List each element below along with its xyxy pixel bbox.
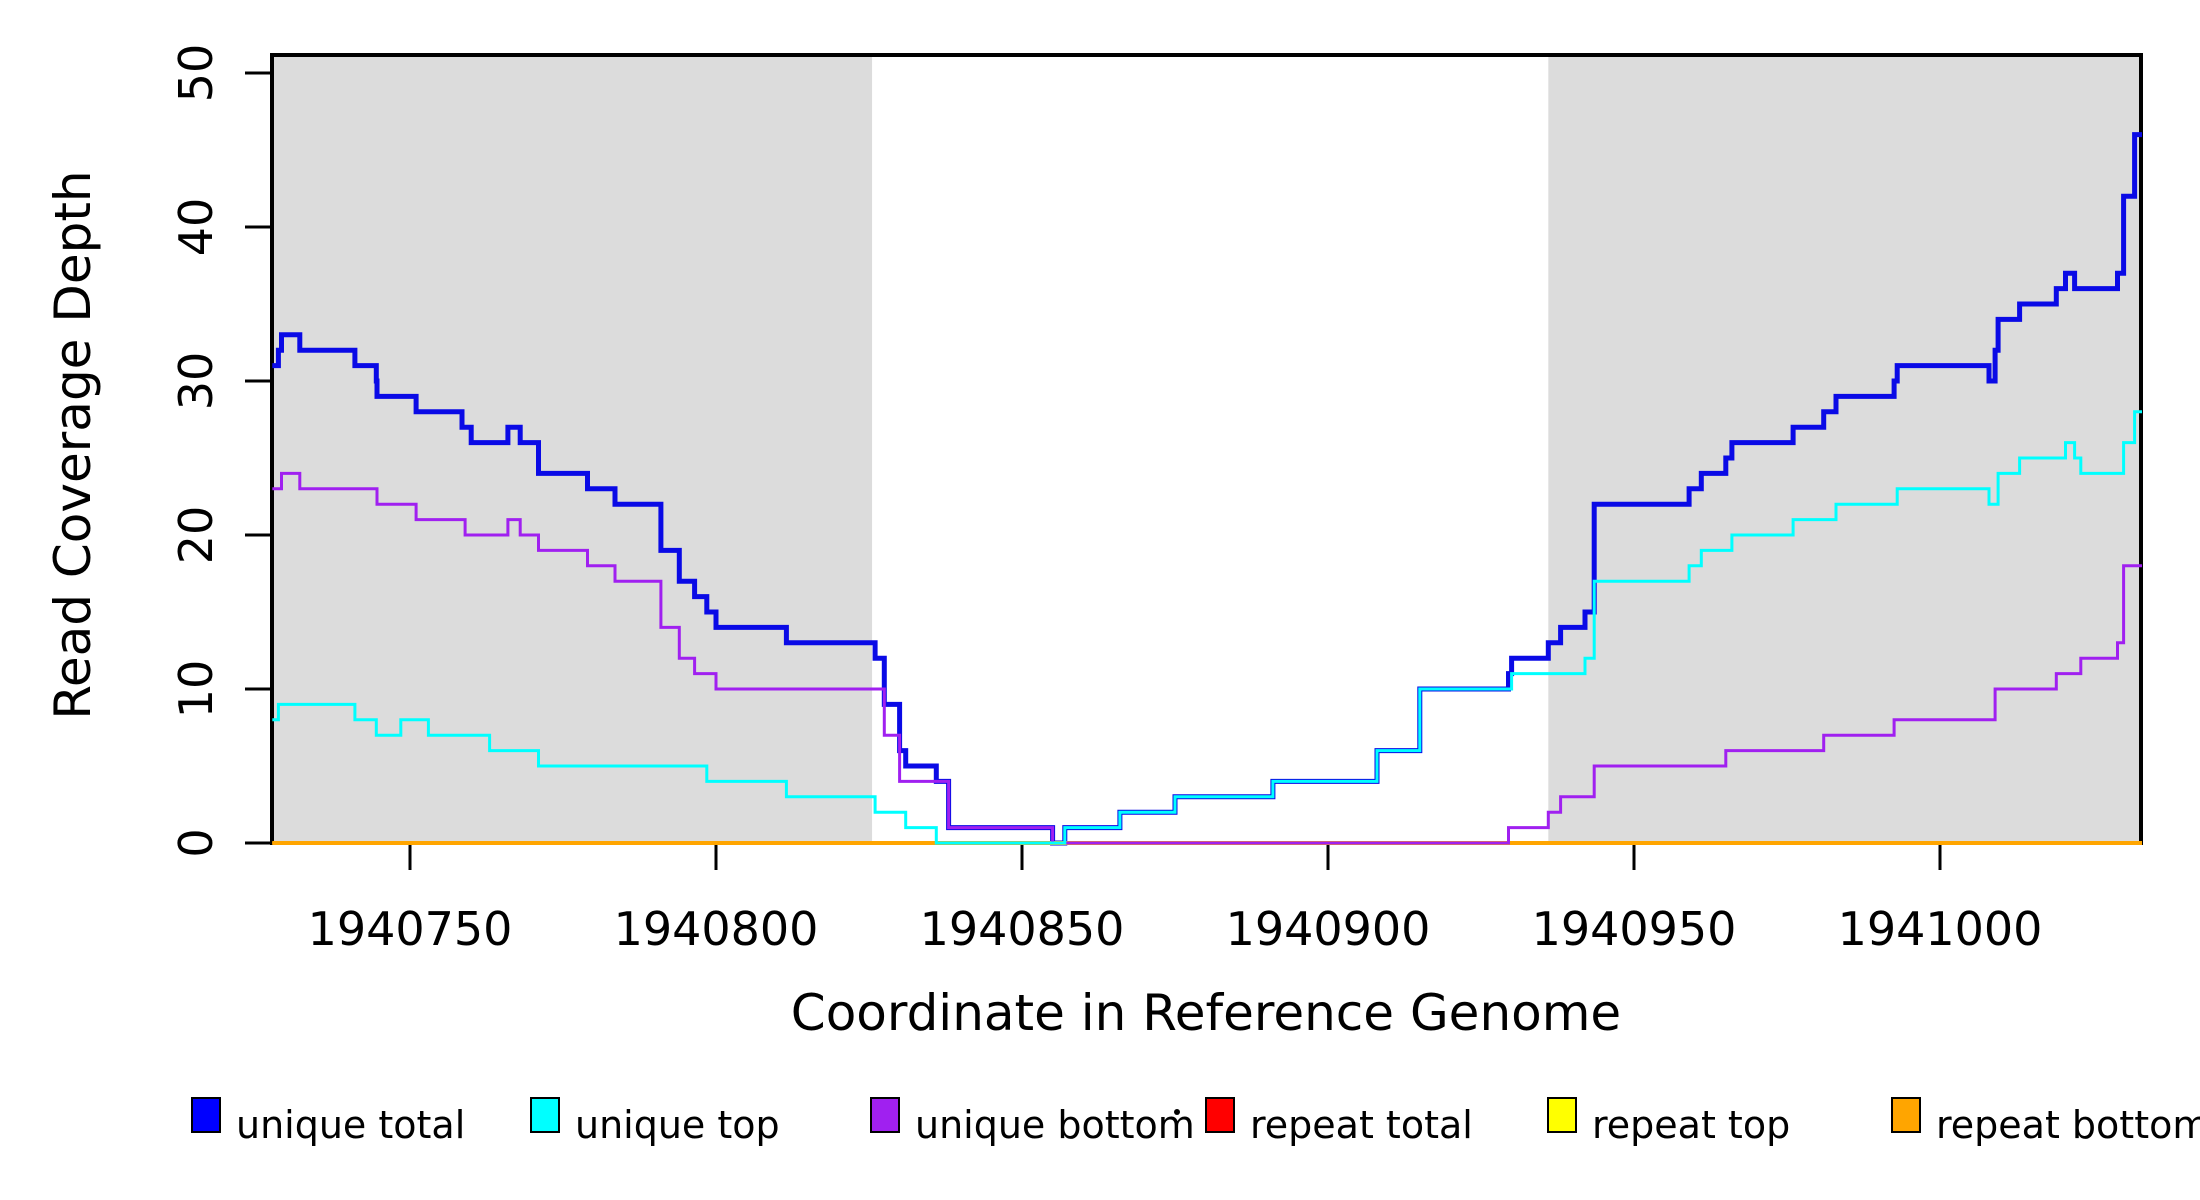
legend-item-repeat-total: repeat total	[1205, 1097, 1473, 1147]
legend-item-label: repeat bottom	[1936, 1103, 2200, 1147]
x-tick-label: 1940900	[1226, 902, 1431, 956]
x-tick-label: 1940950	[1532, 902, 1737, 956]
legend-swatch	[870, 1097, 900, 1133]
y-tick-label: 40	[169, 198, 223, 257]
legend-item-unique-bottom: unique bottom	[870, 1097, 1195, 1147]
y-tick-label: 0	[169, 828, 223, 857]
legend-item-repeat-top: repeat top	[1547, 1097, 1790, 1147]
repeat-region-shading	[272, 57, 2142, 843]
legend-item-unique-total: unique total	[191, 1097, 465, 1147]
legend-item-label: repeat top	[1592, 1103, 1790, 1147]
x-tick-label: 1940750	[308, 902, 513, 956]
legend-item-label: repeat total	[1250, 1103, 1473, 1147]
legend-item-label: unique top	[575, 1103, 780, 1147]
left-repeat-flank	[272, 57, 873, 843]
series-unique-bottom	[272, 471, 2142, 845]
legend-swatch	[530, 1097, 560, 1133]
legend-swatch	[191, 1097, 221, 1133]
y-axis-title: Read Coverage Depth	[44, 170, 102, 719]
y-tick-label: 20	[169, 506, 223, 565]
x-tick-label: 1941000	[1838, 902, 2043, 956]
legend-swatch	[1891, 1097, 1921, 1133]
y-tick-label: 50	[169, 44, 223, 103]
coverage-series-lines	[272, 132, 2142, 846]
legend-item-label: unique total	[236, 1103, 465, 1147]
legend-item-repeat-bottom: repeat bottom	[1891, 1097, 2200, 1147]
x-axis: 1940750 1940800 1940850 1940900 1940950 19410…	[308, 843, 2043, 956]
y-tick-label: 10	[169, 660, 223, 719]
y-tick-label: 30	[169, 352, 223, 411]
legend-item-unique-top: unique top	[530, 1097, 780, 1147]
legend-item-label: unique bottom	[915, 1103, 1195, 1147]
x-axis-title: Coordinate in Reference Genome	[791, 984, 1621, 1042]
x-tick-label: 1940850	[920, 902, 1125, 956]
y-axis: 0 10 20 30 40 50	[169, 44, 272, 858]
stray-dot	[1174, 1109, 1180, 1115]
x-tick-label: 1940800	[614, 902, 819, 956]
legend-swatch	[1547, 1097, 1577, 1133]
right-repeat-flank	[1548, 57, 2142, 843]
series-unique-top	[272, 410, 2142, 845]
legend-swatch	[1205, 1097, 1235, 1133]
legend: unique total unique top unique bottom repea…	[191, 1097, 2200, 1147]
